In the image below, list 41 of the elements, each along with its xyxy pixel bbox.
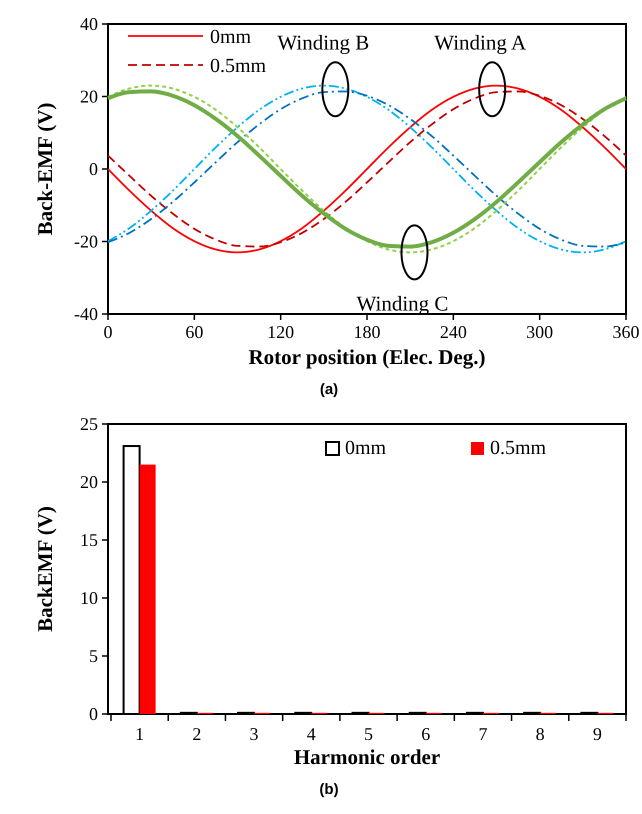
y-axis-title: BackEMF (V) (33, 506, 57, 632)
y-tick-label: 20 (80, 86, 98, 106)
x-tick-label: 60 (185, 322, 204, 342)
annotation: Winding C (356, 291, 448, 316)
y-tick-label: 20 (80, 472, 98, 492)
x-axis-title: Rotor position (Elec. Deg.) (248, 345, 486, 369)
x-tick-label: 360 (612, 322, 640, 342)
x-axis-title: Harmonic order (294, 745, 440, 769)
x-tick-label: 8 (536, 724, 545, 744)
annotation: Winding A (434, 30, 527, 54)
annotation: Winding B (277, 30, 370, 54)
legend-label: 0.5mm (210, 55, 267, 77)
x-tick-label: 300 (526, 322, 554, 342)
y-tick-label: 5 (89, 646, 98, 666)
x-tick-label: 3 (250, 724, 259, 744)
legend-label: 0mm (345, 437, 387, 459)
x-tick-label: 180 (354, 322, 380, 342)
legend-label: 0.5mm (490, 437, 547, 459)
x-tick-label: 7 (478, 724, 488, 744)
y-tick-label: 25 (80, 414, 98, 434)
bar (140, 464, 156, 714)
x-tick-label: 5 (364, 724, 373, 744)
y-tick-label: -40 (74, 304, 98, 324)
y-tick-label: 0 (89, 159, 98, 179)
y-tick-label: 40 (80, 14, 98, 34)
text: (b) (319, 781, 339, 798)
y-axis-title: Back-EMF (V) (33, 102, 57, 236)
y-tick-label: 0 (89, 704, 98, 724)
text: (a) (320, 381, 338, 398)
x-tick-label: 120 (267, 322, 294, 342)
x-tick-label: 4 (306, 724, 316, 744)
x-tick-label: 6 (421, 724, 430, 744)
x-tick-label: 1 (135, 724, 144, 744)
x-tick-label: 240 (440, 322, 467, 342)
y-tick-label: 15 (80, 530, 98, 550)
x-tick-label: 2 (192, 724, 202, 744)
legend-label: 0mm (210, 26, 252, 48)
y-tick-label: 10 (80, 588, 98, 608)
y-tick-label: -20 (74, 232, 98, 252)
x-tick-label: 0 (104, 322, 112, 342)
x-tick-label: 9 (592, 724, 602, 744)
